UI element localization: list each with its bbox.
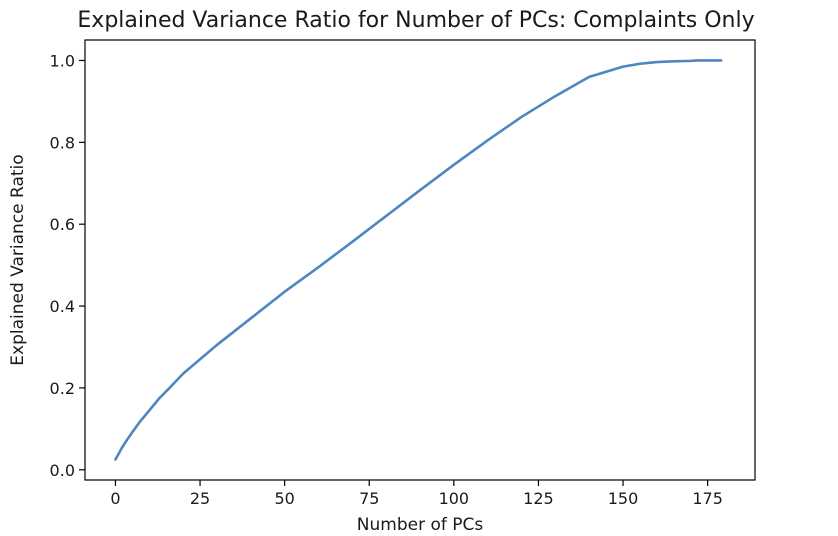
x-tick-label: 175 — [692, 489, 723, 508]
y-tick-label: 1.0 — [50, 51, 75, 70]
y-tick-label: 0.2 — [50, 379, 75, 398]
plot-area-frame — [84, 39, 756, 481]
x-tick-label: 0 — [110, 489, 120, 508]
x-tick-label: 25 — [190, 489, 210, 508]
x-axis-ticks: 0 25 50 75 100 125 150 175 — [110, 480, 723, 508]
y-axis-ticks: 0.0 0.2 0.4 0.6 0.8 1.0 — [50, 51, 85, 480]
y-tick-label: 0.0 — [50, 461, 75, 480]
chart-title: Explained Variance Ratio for Number of P… — [77, 8, 754, 33]
y-axis-label: Explained Variance Ratio — [8, 154, 28, 365]
y-tick-label: 0.4 — [50, 297, 75, 316]
series-line — [114, 59, 723, 461]
x-tick-label: 150 — [608, 489, 639, 508]
x-tick-label: 125 — [523, 489, 554, 508]
x-tick-label: 50 — [274, 489, 294, 508]
y-tick-label: 0.6 — [50, 215, 75, 234]
x-tick-label: 100 — [439, 489, 470, 508]
x-tick-label: 75 — [359, 489, 379, 508]
series-layer — [114, 59, 723, 461]
y-tick-label: 0.8 — [50, 133, 75, 152]
x-axis-label: Number of PCs — [357, 515, 484, 535]
